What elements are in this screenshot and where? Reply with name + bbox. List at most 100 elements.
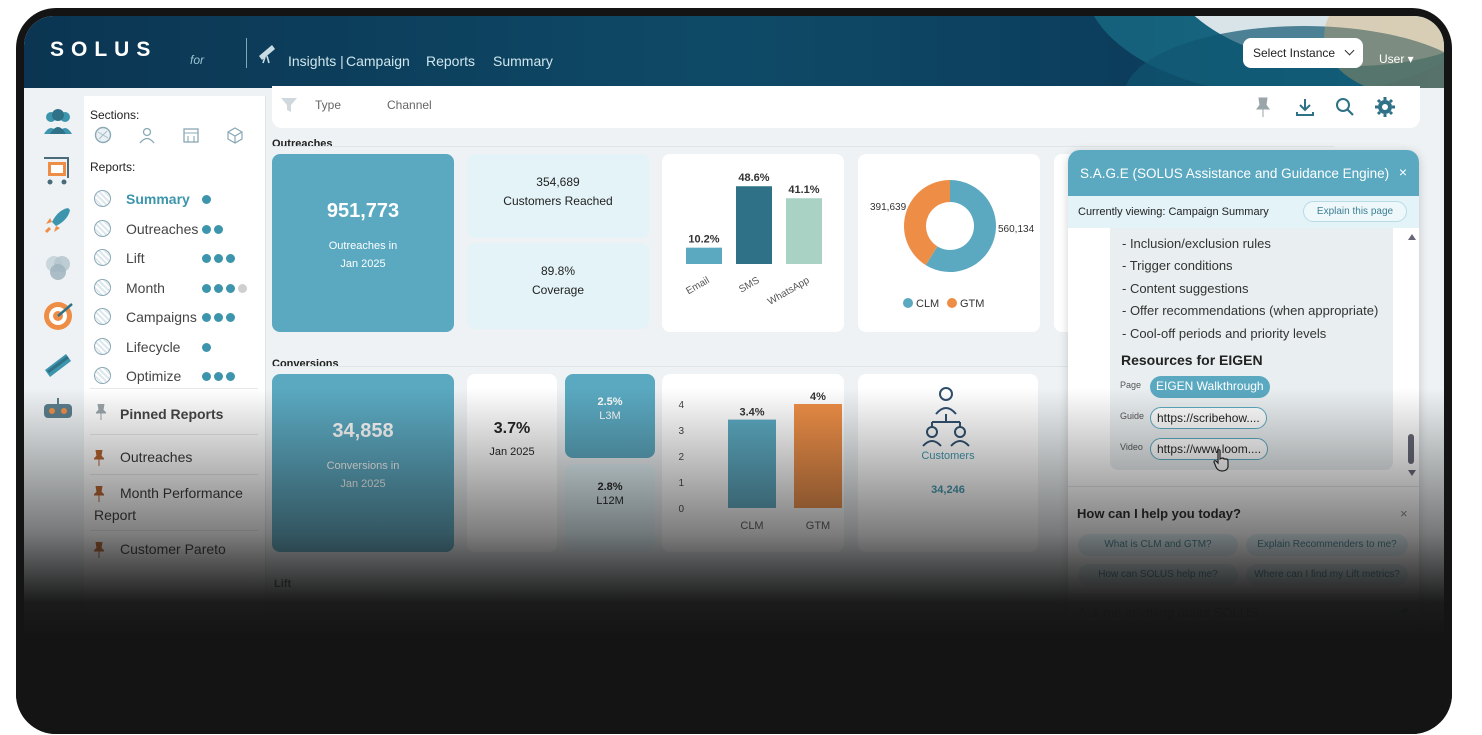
user-menu[interactable]: User ▾: [1379, 52, 1414, 66]
customers-reached-value: 354,689: [536, 175, 580, 189]
box-section-icon[interactable]: [226, 126, 244, 144]
bar-value-label: 48.6%: [738, 172, 769, 184]
filter-icon[interactable]: [280, 96, 298, 114]
l12m-value: 2.8%: [597, 481, 623, 493]
suggested-question[interactable]: Where can I find my Lift metrics?: [1246, 564, 1408, 586]
reports-sidebar: Sections: Reports: Summary Outreaches Lift…: [84, 96, 266, 636]
report-item-month[interactable]: Month: [94, 277, 264, 299]
person-section-icon[interactable]: [138, 126, 156, 144]
chevron-down-icon: [1344, 45, 1355, 56]
bullet-item: - Offer recommendations (when appropriat…: [1122, 303, 1379, 318]
l12m-card: 2.8% L12M: [565, 464, 655, 552]
level-dot: [238, 283, 247, 293]
globe-icon: [94, 367, 111, 384]
conversion-rate-period: Jan 2025: [489, 446, 535, 458]
conversion-rate-value: 3.7%: [493, 420, 531, 437]
report-item-optimize[interactable]: Optimize: [94, 365, 264, 387]
send-icon[interactable]: [1396, 605, 1410, 619]
report-item-summary[interactable]: Summary: [94, 188, 264, 210]
resource-guide-link[interactable]: https://scribehow....: [1150, 407, 1267, 429]
bar-gtm: [794, 404, 842, 508]
pinned-item-customer-pareto[interactable]: Customer Pareto: [94, 538, 259, 560]
pinned-item-outreaches[interactable]: Outreaches: [94, 446, 259, 468]
report-item-outreaches[interactable]: Outreaches: [94, 218, 264, 240]
report-label: Month: [126, 279, 165, 296]
pinned-item-label: Outreaches: [120, 449, 193, 465]
coverage-label: Coverage: [531, 283, 585, 297]
search-icon[interactable]: [1334, 96, 1356, 118]
l12m-label: L12M: [596, 495, 624, 507]
select-instance-dropdown[interactable]: Select Instance: [1243, 38, 1363, 68]
resources-title: Resources for EIGEN: [1121, 352, 1263, 368]
report-item-lift[interactable]: Lift: [94, 247, 264, 269]
breadcrumb-insights[interactable]: Insights |: [288, 53, 344, 69]
header-divider: [246, 38, 247, 68]
customers-value: 34,246: [931, 484, 965, 496]
lift-section-title: Lift: [274, 578, 292, 590]
pin-icon: [94, 542, 104, 558]
telescope-nav-icon[interactable]: [40, 346, 76, 382]
telescope-icon: [259, 45, 275, 64]
gear-icon[interactable]: [1374, 96, 1396, 118]
pinned-item-month-performance[interactable]: Month Performance Report: [94, 482, 259, 526]
suggested-question[interactable]: Explain Recommenders to me?: [1246, 534, 1408, 556]
report-level-dots: [202, 342, 211, 352]
conversion-bar-chart: 0 1 2 3 4 3.4% CLM 4% GTM: [678, 391, 842, 532]
top-header: SOLUS for Insights | Campaign Reports Su…: [24, 16, 1444, 88]
globe-icon: [94, 278, 111, 296]
sections-label: Sections:: [90, 108, 140, 122]
scrollbar-thumb[interactable]: [1408, 434, 1414, 464]
report-item-lifecycle[interactable]: Lifecycle: [94, 336, 264, 358]
users-icon[interactable]: [40, 104, 76, 140]
conversions-total-card: 34,858 Conversions in Jan 2025: [272, 374, 454, 552]
close-help-icon[interactable]: ×: [1400, 506, 1408, 521]
resource-kind: Guide: [1120, 411, 1145, 421]
store-section-icon[interactable]: [182, 126, 200, 144]
donut-slice-gtm: [904, 180, 950, 266]
customers-reached-card: 354,689 Customers Reached: [467, 154, 649, 238]
scroll-up-icon[interactable]: [1408, 234, 1416, 240]
segments-icon[interactable]: [40, 250, 76, 286]
report-item-campaigns[interactable]: Campaigns: [94, 306, 264, 328]
report-label: Lifecycle: [126, 338, 181, 355]
scroll-down-icon[interactable]: [1408, 470, 1416, 476]
pinned-item-label: Customer Pareto: [120, 541, 226, 557]
target-icon[interactable]: [40, 298, 76, 334]
level-dot: [202, 195, 211, 204]
report-label: Outreaches: [126, 220, 199, 237]
tab-channel[interactable]: Channel: [387, 98, 432, 112]
report-level-dots: [202, 313, 235, 322]
suggested-question[interactable]: How can SOLUS help me?: [1078, 564, 1238, 586]
level-dot: [214, 224, 223, 234]
rocket-icon[interactable]: [40, 202, 76, 238]
ask-input[interactable]: Ask me anything about SOLUS...: [1078, 605, 1269, 620]
bullet-item: - Trigger conditions: [1122, 258, 1233, 273]
cart-icon[interactable]: [40, 152, 76, 188]
close-icon[interactable]: ×: [1398, 164, 1407, 180]
sage-divider: [1068, 594, 1419, 595]
legend-swatch: [903, 298, 913, 308]
robot-icon[interactable]: [40, 392, 76, 428]
breadcrumb-reports[interactable]: Reports: [426, 53, 476, 69]
y-tick-label: 0: [678, 504, 684, 515]
l3m-label: L3M: [599, 410, 621, 422]
level-dot: [214, 254, 223, 263]
bar-value-label: 41.1%: [788, 184, 819, 196]
breadcrumb-summary[interactable]: Summary: [493, 53, 553, 69]
level-dot: [226, 254, 235, 263]
suggested-question[interactable]: What is CLM and GTM?: [1078, 534, 1238, 556]
globe-section-icon[interactable]: [94, 126, 112, 144]
breadcrumb-campaign[interactable]: Campaign: [346, 53, 410, 69]
report-level-dots: [202, 372, 235, 381]
resource-video-link[interactable]: https://www.loom....: [1150, 438, 1269, 460]
resource-page-link[interactable]: EIGEN Walkthrough: [1150, 376, 1270, 398]
channel-bar-chart: 10.2% Email 48.6% SMS 41.1% WhatsApp: [684, 172, 822, 308]
globe-icon: [94, 337, 111, 355]
level-dot: [214, 313, 223, 322]
download-icon[interactable]: [1294, 96, 1316, 118]
report-label: Lift: [126, 250, 145, 266]
pin-page-icon[interactable]: [1252, 96, 1274, 118]
explain-page-button[interactable]: Explain this page: [1303, 201, 1407, 222]
tab-type[interactable]: Type: [315, 98, 342, 112]
pin-icon: [94, 486, 104, 502]
